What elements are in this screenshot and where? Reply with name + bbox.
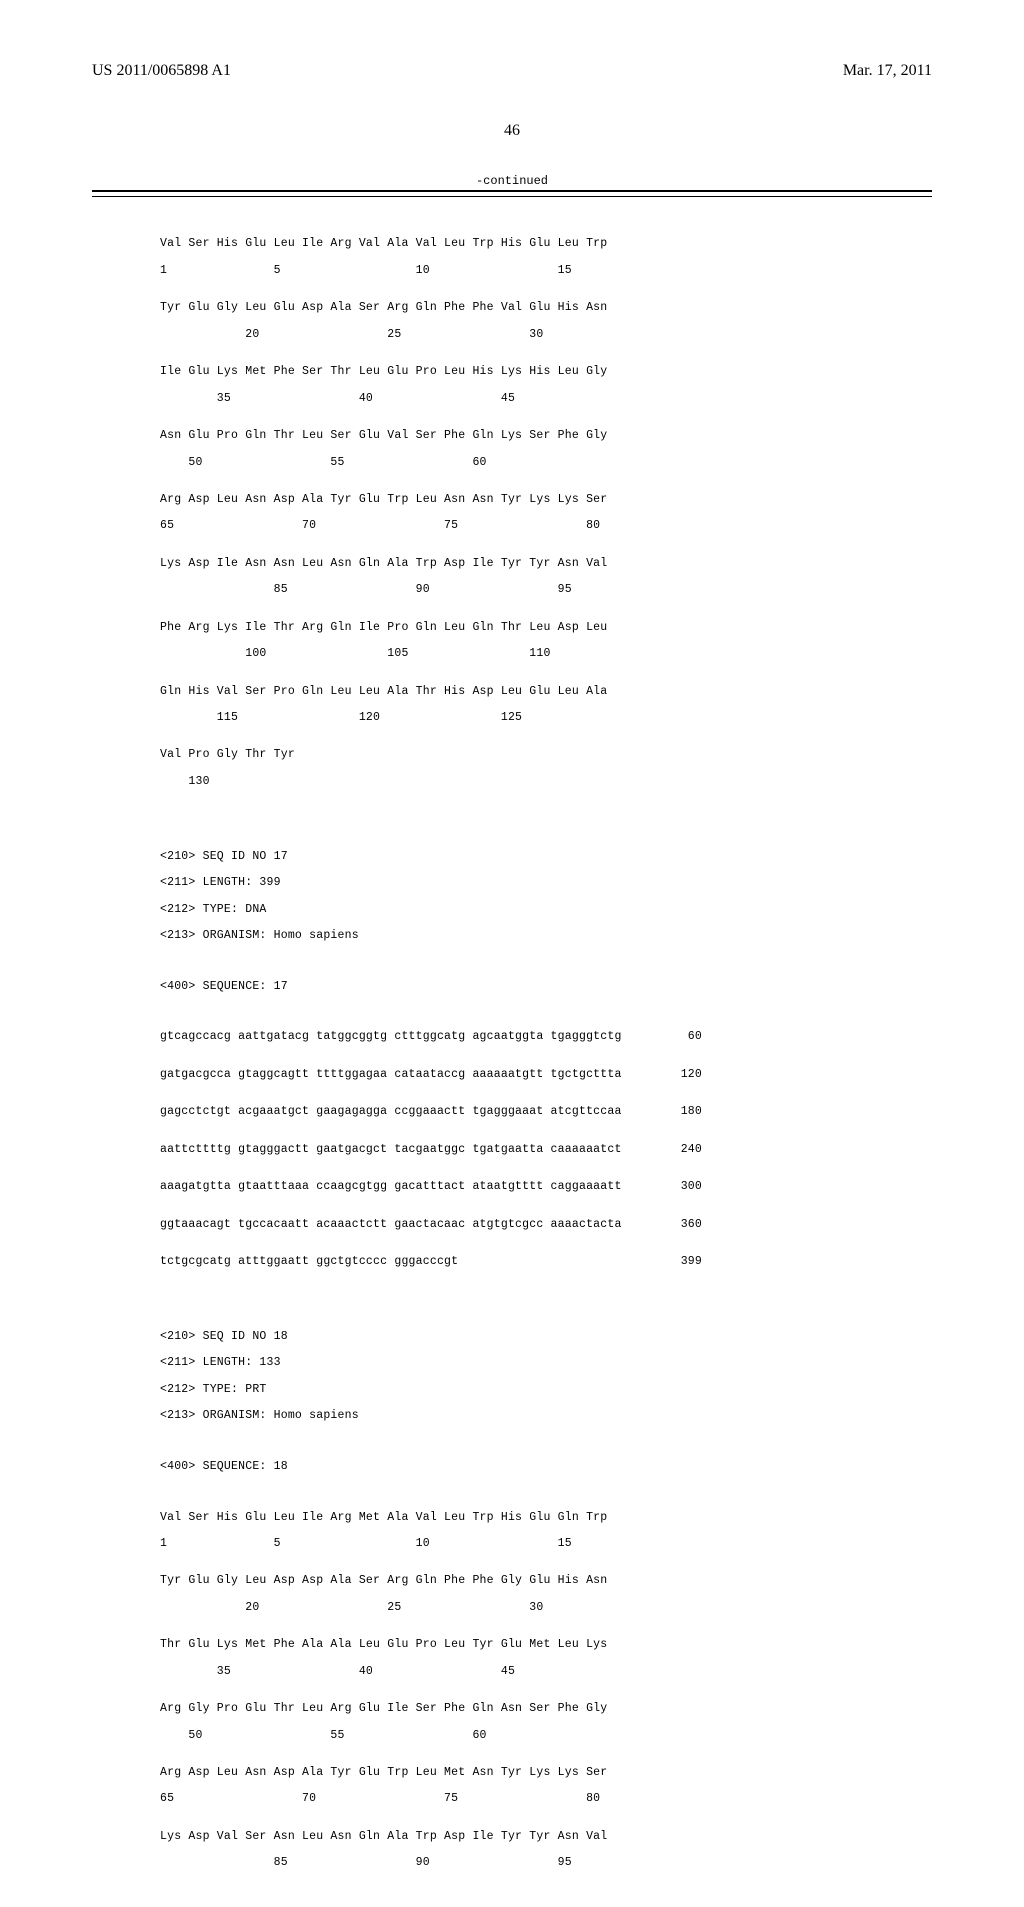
pos-row: 1 5 10 15 bbox=[160, 264, 932, 277]
aa-row: Phe Arg Lys Ile Thr Arg Gln Ile Pro Gln … bbox=[160, 621, 932, 634]
meta-type: <212> TYPE: DNA bbox=[160, 903, 932, 916]
pos-row: 1 5 10 15 bbox=[160, 1537, 932, 1550]
dna-count: 180 bbox=[681, 1105, 702, 1118]
pos-row: 130 bbox=[160, 775, 932, 788]
dna-seq: tctgcgcatg atttggaatt ggctgtcccc gggaccc… bbox=[160, 1255, 458, 1268]
aa-row: Lys Asp Val Ser Asn Leu Asn Gln Ala Trp … bbox=[160, 1830, 932, 1843]
publication-date: Mar. 17, 2011 bbox=[843, 62, 932, 80]
aa-row: Val Ser His Glu Leu Ile Arg Met Ala Val … bbox=[160, 1511, 932, 1524]
meta-length: <211> LENGTH: 133 bbox=[160, 1356, 932, 1369]
pos-row: 85 90 95 bbox=[160, 1856, 932, 1869]
aa-row: Thr Glu Lys Met Phe Ala Ala Leu Glu Pro … bbox=[160, 1638, 932, 1651]
dna-row: gatgacgcca gtaggcagtt ttttggagaa cataata… bbox=[160, 1068, 932, 1081]
dna-seq: gatgacgcca gtaggcagtt ttttggagaa cataata… bbox=[160, 1068, 622, 1081]
pos-row: 20 25 30 bbox=[160, 328, 932, 341]
dna-count: 360 bbox=[681, 1218, 702, 1231]
dna-seq: ggtaaacagt tgccacaatt acaaactctt gaactac… bbox=[160, 1218, 622, 1231]
pos-row: 50 55 60 bbox=[160, 456, 932, 469]
meta-sequence-tag: <400> SEQUENCE: 17 bbox=[160, 980, 932, 993]
dna-row: ggtaaacagt tgccacaatt acaaactctt gaactac… bbox=[160, 1218, 932, 1231]
dna-row: gagcctctgt acgaaatgct gaagagagga ccggaaa… bbox=[160, 1105, 932, 1118]
meta-seq-id: <210> SEQ ID NO 18 bbox=[160, 1330, 932, 1343]
pos-row: 100 105 110 bbox=[160, 647, 932, 660]
pos-row: 50 55 60 bbox=[160, 1729, 932, 1742]
seq16-protein: Val Ser His Glu Leu Ile Arg Val Ala Val … bbox=[160, 224, 932, 812]
continued-label: -continued bbox=[0, 174, 1024, 188]
seq18-protein: Val Ser His Glu Leu Ile Arg Met Ala Val … bbox=[160, 1497, 932, 1893]
dna-row: gtcagccacg aattgatacg tatggcggtg ctttggc… bbox=[160, 1030, 932, 1043]
page-header: US 2011/0065898 A1 Mar. 17, 2011 bbox=[0, 0, 1024, 80]
meta-seq-id: <210> SEQ ID NO 17 bbox=[160, 850, 932, 863]
meta-sequence-tag: <400> SEQUENCE: 18 bbox=[160, 1460, 932, 1473]
meta-organism: <213> ORGANISM: Homo sapiens bbox=[160, 929, 932, 942]
pos-row: 115 120 125 bbox=[160, 711, 932, 724]
sequence-listing: Val Ser His Glu Leu Ile Arg Val Ala Val … bbox=[0, 197, 1024, 1907]
page-number: 46 bbox=[0, 122, 1024, 140]
dna-row: tctgcgcatg atttggaatt ggctgtcccc gggaccc… bbox=[160, 1255, 932, 1268]
dna-row: aaagatgtta gtaatttaaa ccaagcgtgg gacattt… bbox=[160, 1180, 932, 1193]
meta-type: <212> TYPE: PRT bbox=[160, 1383, 932, 1396]
aa-row: Val Ser His Glu Leu Ile Arg Val Ala Val … bbox=[160, 237, 932, 250]
aa-row: Ile Glu Lys Met Phe Ser Thr Leu Glu Pro … bbox=[160, 365, 932, 378]
seq17-metadata: <210> SEQ ID NO 17 <211> LENGTH: 399 <21… bbox=[160, 837, 932, 956]
aa-row: Arg Gly Pro Glu Thr Leu Arg Glu Ile Ser … bbox=[160, 1702, 932, 1715]
dna-seq: aaagatgtta gtaatttaaa ccaagcgtgg gacattt… bbox=[160, 1180, 622, 1193]
aa-row: Lys Asp Ile Asn Asn Leu Asn Gln Ala Trp … bbox=[160, 557, 932, 570]
seq18-metadata: <210> SEQ ID NO 18 <211> LENGTH: 133 <21… bbox=[160, 1317, 932, 1436]
pos-row: 65 70 75 80 bbox=[160, 1792, 932, 1805]
dna-count: 399 bbox=[681, 1255, 702, 1268]
dna-seq: gtcagccacg aattgatacg tatggcggtg ctttggc… bbox=[160, 1030, 622, 1043]
pos-row: 35 40 45 bbox=[160, 1665, 932, 1678]
aa-row: Val Pro Gly Thr Tyr bbox=[160, 748, 932, 761]
pos-row: 35 40 45 bbox=[160, 392, 932, 405]
dna-count: 240 bbox=[681, 1143, 702, 1156]
aa-row: Tyr Glu Gly Leu Glu Asp Ala Ser Arg Gln … bbox=[160, 301, 932, 314]
publication-id: US 2011/0065898 A1 bbox=[92, 62, 231, 80]
dna-count: 60 bbox=[688, 1030, 702, 1043]
aa-row: Tyr Glu Gly Leu Asp Asp Ala Ser Arg Gln … bbox=[160, 1574, 932, 1587]
dna-count: 120 bbox=[681, 1068, 702, 1081]
dna-row: aattcttttg gtagggactt gaatgacgct tacgaat… bbox=[160, 1143, 932, 1156]
aa-row: Arg Asp Leu Asn Asp Ala Tyr Glu Trp Leu … bbox=[160, 493, 932, 506]
dna-seq: aattcttttg gtagggactt gaatgacgct tacgaat… bbox=[160, 1143, 622, 1156]
pos-row: 85 90 95 bbox=[160, 583, 932, 596]
seq17-dna: gtcagccacg aattgatacg tatggcggtg ctttggc… bbox=[160, 1017, 932, 1292]
aa-row: Asn Glu Pro Gln Thr Leu Ser Glu Val Ser … bbox=[160, 429, 932, 442]
aa-row: Gln His Val Ser Pro Gln Leu Leu Ala Thr … bbox=[160, 685, 932, 698]
dna-seq: gagcctctgt acgaaatgct gaagagagga ccggaaa… bbox=[160, 1105, 622, 1118]
aa-row: Arg Asp Leu Asn Asp Ala Tyr Glu Trp Leu … bbox=[160, 1766, 932, 1779]
meta-organism: <213> ORGANISM: Homo sapiens bbox=[160, 1409, 932, 1422]
meta-length: <211> LENGTH: 399 bbox=[160, 876, 932, 889]
pos-row: 20 25 30 bbox=[160, 1601, 932, 1614]
pos-row: 65 70 75 80 bbox=[160, 519, 932, 532]
dna-count: 300 bbox=[681, 1180, 702, 1193]
separator-line-top-thick bbox=[92, 190, 932, 192]
